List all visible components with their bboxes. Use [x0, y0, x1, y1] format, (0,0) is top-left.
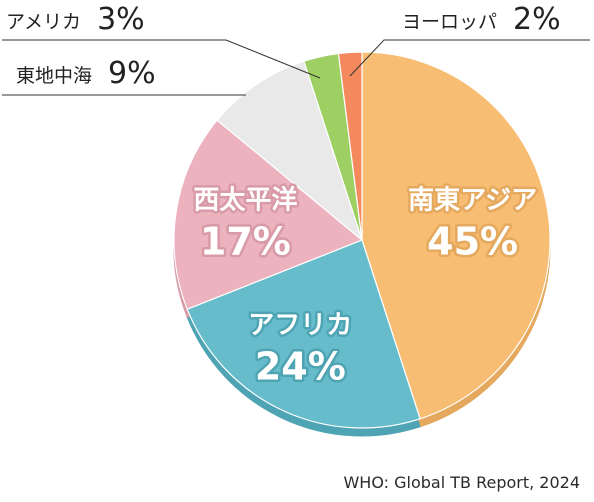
slice-labels-layer: 南東アジア 45% アフリカ 24% 西太平洋 17% 東地中海 9% アメリカ 3% ヨーロッパ 2… — [6, 2, 561, 391]
slice-label: 南東アジア — [408, 185, 537, 215]
callout-label: アメリカ — [6, 11, 81, 33]
slice-label: 西太平洋 — [193, 184, 297, 215]
slice-value-label: 24% — [255, 344, 346, 388]
pie-slice — [361, 51, 551, 420]
source-note: WHO: Global TB Report, 2024 — [343, 473, 580, 492]
pie-slices-layer — [173, 51, 551, 429]
pie-slice — [186, 239, 421, 429]
pie-slice — [173, 119, 363, 310]
leader-lines-layer — [2, 39, 590, 96]
slice-label: アフリカ — [248, 310, 352, 340]
callout-label: 東地中海 — [16, 65, 92, 87]
callout-value-label: 2% — [513, 2, 561, 37]
callout-label: ヨーロッパ — [402, 11, 497, 33]
callout-value-label: 3% — [97, 2, 145, 37]
slice-value-label: 17% — [200, 219, 291, 263]
slice-value-label: 45% — [427, 219, 518, 263]
callout-value-label: 9% — [108, 56, 156, 91]
leader-line — [349, 39, 590, 77]
leader-line — [2, 39, 321, 79]
pie-slice — [216, 60, 363, 241]
pie-slice — [337, 51, 363, 241]
